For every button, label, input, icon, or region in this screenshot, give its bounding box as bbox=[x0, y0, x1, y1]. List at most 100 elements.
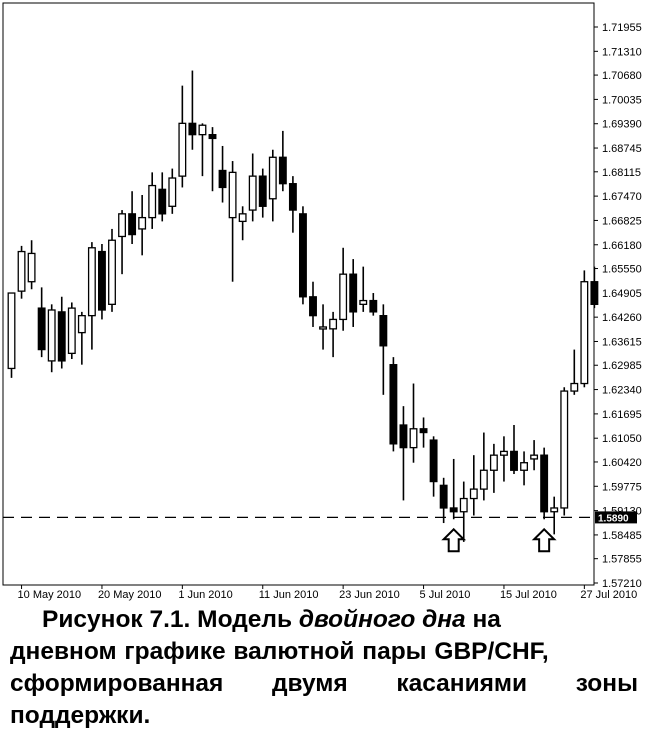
candle bbox=[449, 458, 458, 520]
candle-body-bullish bbox=[550, 507, 559, 513]
candle-body-bullish bbox=[499, 450, 508, 456]
candle-body-bullish bbox=[77, 315, 86, 334]
candle bbox=[379, 304, 388, 395]
candle-body-bearish bbox=[37, 307, 46, 351]
up-arrow-icon bbox=[531, 527, 557, 553]
candle bbox=[218, 145, 227, 203]
candle-body-bullish bbox=[168, 177, 177, 207]
candle-body-bearish bbox=[590, 281, 599, 305]
candle bbox=[389, 357, 398, 452]
candle-body-bullish bbox=[560, 390, 569, 509]
candle-body-bullish bbox=[319, 326, 327, 330]
candle bbox=[268, 149, 277, 222]
candle-body-bullish bbox=[27, 252, 36, 283]
candle bbox=[128, 191, 137, 245]
candle bbox=[47, 304, 56, 373]
candle-body-bullish bbox=[359, 299, 368, 305]
candle bbox=[319, 304, 327, 350]
figure-caption: Рисунок 7.1. Модель двойного дна на днев… bbox=[10, 604, 638, 732]
candle-body-bearish bbox=[288, 183, 297, 211]
candle-body-bearish bbox=[309, 296, 317, 317]
candle-body-bullish bbox=[489, 454, 498, 471]
candle-body-bearish bbox=[57, 311, 66, 362]
candle-body-bullish bbox=[138, 216, 147, 230]
candle-body-bearish bbox=[258, 175, 267, 207]
y-tick-label: 1.67470 bbox=[602, 191, 642, 203]
candle-body-bullish bbox=[329, 318, 338, 330]
candle bbox=[469, 455, 478, 516]
x-tick-label: 11 Jun 2010 bbox=[259, 589, 319, 601]
candle-body-bullish bbox=[339, 273, 348, 321]
x-tick-label: 10 May 2010 bbox=[18, 589, 82, 601]
candle bbox=[329, 311, 338, 358]
candle bbox=[278, 130, 287, 192]
y-tick-label: 1.60420 bbox=[602, 457, 642, 469]
candle-body-bearish bbox=[278, 156, 287, 185]
candle bbox=[419, 417, 428, 448]
y-tick-label: 1.68115 bbox=[602, 167, 641, 179]
x-tick-label: 23 Jun 2010 bbox=[339, 589, 400, 601]
up-arrow-icon bbox=[441, 527, 467, 553]
candle bbox=[138, 194, 147, 256]
candle bbox=[349, 259, 358, 327]
candle-body-bearish bbox=[389, 364, 398, 445]
candle bbox=[540, 447, 549, 520]
y-tick-label: 1.61695 bbox=[602, 409, 642, 421]
candle-body-bullish bbox=[17, 250, 26, 292]
touch-arrows bbox=[441, 527, 557, 553]
candle bbox=[550, 496, 559, 535]
candle-body-bullish bbox=[248, 175, 257, 211]
candle bbox=[429, 436, 438, 497]
y-tick-label: 1.62340 bbox=[602, 385, 642, 397]
candle bbox=[399, 406, 408, 501]
candle-body-bullish bbox=[178, 122, 187, 177]
candle bbox=[248, 153, 257, 222]
y-tick-label: 1.57855 bbox=[602, 554, 642, 566]
y-tick-label: 1.65550 bbox=[602, 264, 642, 276]
y-tick-label: 1.58485 bbox=[602, 530, 642, 542]
y-tick-label: 1.69390 bbox=[602, 119, 642, 131]
candle bbox=[108, 228, 116, 312]
caption-suffix: на bbox=[465, 606, 501, 633]
candle bbox=[148, 172, 157, 229]
candle bbox=[570, 349, 579, 395]
candle bbox=[499, 436, 508, 482]
candle bbox=[298, 206, 307, 305]
candle-body-bullish bbox=[530, 454, 539, 460]
y-tick-label: 1.57210 bbox=[602, 578, 642, 590]
y-tick-label: 1.70035 bbox=[602, 94, 642, 106]
candle-body-bullish bbox=[67, 307, 76, 355]
candle bbox=[560, 387, 569, 516]
y-tick-label: 1.71955 bbox=[602, 22, 642, 34]
candle-body-bearish bbox=[419, 428, 428, 434]
candle-body-bearish bbox=[429, 439, 438, 483]
candle-body-bearish bbox=[298, 213, 307, 298]
candle bbox=[489, 443, 498, 493]
support-level-label: 1.5890 bbox=[598, 513, 629, 524]
candle bbox=[188, 70, 197, 150]
caption-line-2: дневном графике валютной пары GBP/CHF, bbox=[10, 638, 549, 665]
candle bbox=[57, 296, 66, 369]
candle-body-bullish bbox=[479, 469, 488, 490]
candle-body-bullish bbox=[108, 239, 116, 305]
y-tick-label: 1.66180 bbox=[602, 240, 642, 252]
y-tick-label: 1.64260 bbox=[602, 312, 642, 324]
y-tick-label: 1.70680 bbox=[602, 70, 642, 82]
caption-italic-term: двойного дна bbox=[298, 606, 466, 633]
price-axis: 1.71955 1.71310 1.70680 1.70035 1.69390 1.687… bbox=[594, 22, 642, 590]
caption-line-1: Рисунок 7.1. Модель двойного дна на bbox=[10, 604, 638, 636]
candle-body-bearish bbox=[188, 122, 197, 136]
candle bbox=[590, 266, 599, 309]
x-tick-label: 5 Jul 2010 bbox=[420, 589, 471, 601]
candle bbox=[580, 270, 589, 388]
candle bbox=[339, 247, 348, 331]
support-level-badge bbox=[595, 511, 637, 524]
x-tick-label: 15 Jul 2010 bbox=[500, 589, 557, 601]
candle-body-bearish bbox=[540, 454, 549, 513]
candle bbox=[158, 172, 167, 222]
y-tick-label: 1.61050 bbox=[602, 433, 642, 445]
candle-body-bearish bbox=[439, 484, 448, 509]
candle bbox=[77, 311, 86, 365]
candle bbox=[17, 245, 26, 299]
candle bbox=[288, 176, 297, 233]
